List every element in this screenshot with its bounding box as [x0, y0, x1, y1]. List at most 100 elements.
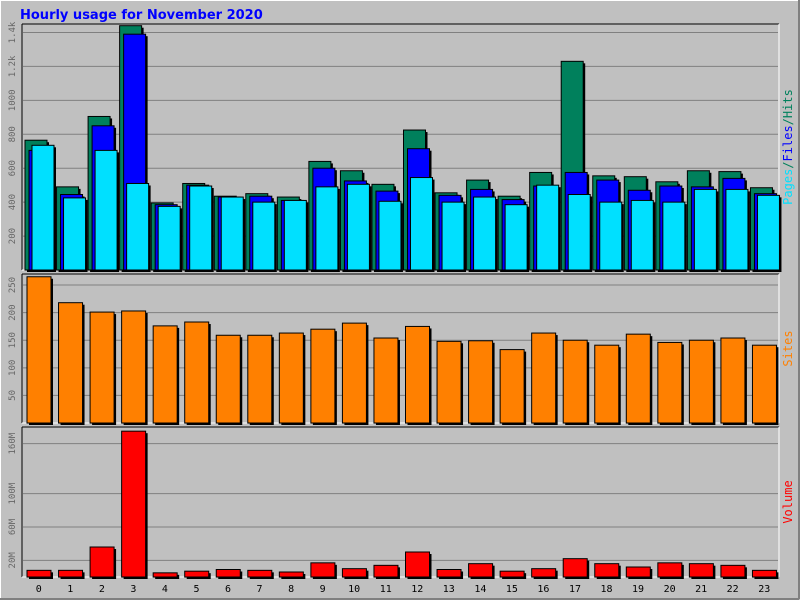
y-tick-label: 1.2k: [8, 55, 18, 77]
volume-bar: [278, 571, 304, 578]
x-tick-label: 8: [288, 584, 294, 595]
volume-bar: [215, 569, 241, 578]
pages-bar: [410, 177, 433, 271]
volume-bar: [436, 569, 462, 578]
pages-bar: [756, 194, 780, 271]
sites-bar: [657, 341, 683, 424]
x-tick-label: 0: [36, 584, 42, 595]
y-tick-label: 250: [8, 277, 18, 293]
x-tick-label: 23: [758, 584, 770, 595]
x-tick-label: 14: [474, 584, 486, 595]
x-tick-label: 10: [348, 584, 360, 595]
y-axis-label: Sites: [781, 330, 795, 366]
volume-bar: [247, 569, 273, 578]
x-tick-label: 16: [537, 584, 549, 595]
x-tick-label: 4: [162, 584, 168, 595]
y-axis-label-part: Hits: [781, 89, 795, 118]
sites-bar: [436, 340, 462, 424]
y-axis-label-part: Pages: [781, 169, 795, 205]
volume-bar: [152, 572, 178, 578]
volume-bar: [625, 566, 651, 578]
chart-title: Hourly usage for November 2020: [20, 8, 263, 23]
sites-bar: [751, 344, 777, 424]
y-tick-label: 50: [8, 390, 18, 401]
sites-bar: [215, 334, 241, 424]
sites-bar: [121, 310, 147, 424]
pages-bar: [63, 197, 87, 271]
sites-bar: [89, 311, 115, 424]
volume-bar: [121, 430, 147, 578]
sites-panel: 50 100 150 200 250 Sites: [8, 273, 795, 425]
volume-bar: [499, 570, 525, 578]
volume-bar: [751, 569, 777, 578]
pages-bar: [441, 201, 465, 271]
volume-bar: [594, 563, 620, 578]
volume-bar: [373, 564, 399, 578]
x-tick-label: 13: [443, 584, 455, 595]
pages-bar: [504, 204, 528, 271]
volume-panel: 20M 60M 100M 160M Volume: [8, 426, 795, 579]
pages-bar: [252, 201, 276, 271]
x-tick-label: 22: [727, 584, 739, 595]
pages-bar: [630, 199, 654, 271]
x-tick-label: 7: [257, 584, 263, 595]
y-tick-label: 400: [8, 194, 18, 210]
pages-bar: [378, 200, 402, 271]
volume-bar: [562, 558, 588, 578]
y-tick-label: 160M: [8, 432, 18, 454]
sites-bar: [58, 302, 84, 424]
y-tick-label: 60M: [8, 518, 18, 535]
pages-bar: [189, 185, 213, 271]
x-tick-label: 9: [320, 584, 326, 595]
sites-bar: [247, 334, 273, 424]
y-tick-label: 150: [8, 332, 18, 348]
sites-bar: [625, 333, 651, 424]
y-tick-label: 100: [8, 360, 18, 376]
volume-bar: [468, 563, 494, 578]
pages-bar: [126, 182, 150, 271]
x-tick-label: 11: [380, 584, 392, 595]
y-tick-label: 1000: [8, 90, 18, 112]
sites-bar: [562, 339, 588, 424]
pages-bar: [662, 201, 686, 271]
pages-bar: [157, 205, 181, 271]
y-axis-label-part: Files: [781, 125, 795, 161]
pages-bar: [94, 149, 118, 271]
x-tick-label: 1: [67, 584, 73, 595]
y-axis-label: Pages/Files/Hits: [781, 89, 795, 205]
sites-bar: [184, 321, 210, 424]
x-tick-label: 12: [411, 584, 423, 595]
volume-bar: [184, 570, 210, 578]
x-tick-label: 15: [506, 584, 518, 595]
pages-bar: [693, 188, 717, 271]
x-tick-label: 18: [600, 584, 612, 595]
x-tick-label: 2: [99, 584, 105, 595]
pages-bar: [536, 184, 560, 271]
y-axis-label-part: /: [781, 118, 795, 125]
sites-bar: [531, 332, 557, 424]
y-tick-label: 200: [8, 304, 18, 320]
volume-bar: [310, 562, 336, 578]
y-tick-label: 1.4k: [8, 21, 18, 43]
pages-bar: [473, 196, 497, 271]
sites-bar: [278, 332, 304, 424]
pages-bar: [220, 196, 244, 271]
x-tick-label: 20: [664, 584, 676, 595]
volume-bar: [657, 562, 683, 578]
pages-bar: [31, 144, 55, 271]
sites-bar: [720, 337, 746, 424]
x-tick-label: 5: [193, 584, 199, 595]
sites-bar: [594, 344, 620, 424]
x-tick-label: 19: [632, 584, 644, 595]
pages-bar: [599, 201, 623, 271]
sites-bar: [373, 337, 399, 424]
sites-bar: [341, 322, 367, 424]
sites-bar: [468, 340, 494, 424]
sites-bar: [499, 349, 525, 424]
sites-bar: [26, 276, 52, 424]
pages-bar: [283, 199, 307, 271]
volume-bar: [531, 568, 557, 578]
pages-bar: [346, 183, 370, 271]
